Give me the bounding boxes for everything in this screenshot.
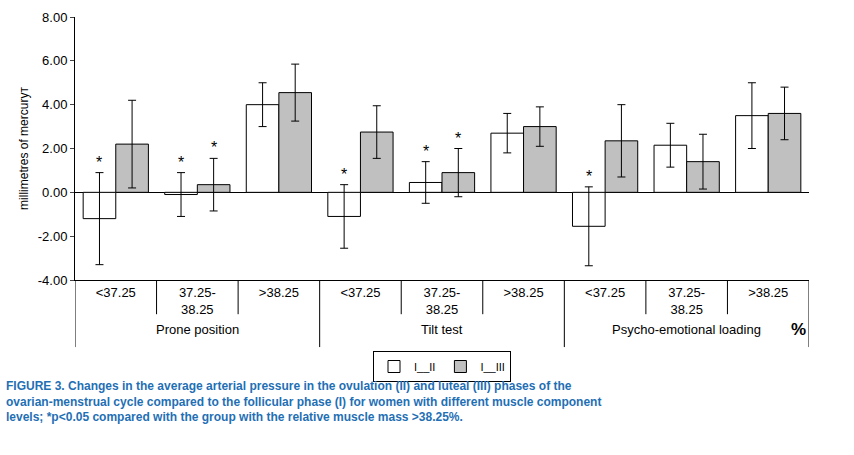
svg-text:FIGURE 3. Changes in the avera: FIGURE 3. Changes in the average arteria… bbox=[6, 379, 601, 424]
svg-text:*: * bbox=[586, 168, 592, 185]
svg-text:6.00: 6.00 bbox=[42, 53, 67, 68]
svg-text:>38.25: >38.25 bbox=[503, 285, 543, 300]
svg-text:37.25-38.25: 37.25-38.25 bbox=[179, 285, 216, 317]
svg-text:*: * bbox=[455, 130, 461, 147]
svg-text:*: * bbox=[211, 139, 217, 156]
svg-text:>38.25: >38.25 bbox=[259, 285, 299, 300]
svg-text:37.25-38.25: 37.25-38.25 bbox=[668, 285, 705, 317]
svg-text:>38.25: >38.25 bbox=[748, 285, 788, 300]
svg-text:0.00: 0.00 bbox=[42, 185, 67, 200]
svg-text:<37.25: <37.25 bbox=[96, 285, 136, 300]
svg-text:millimetres of mercuryт: millimetres of mercuryт bbox=[17, 87, 31, 210]
svg-text:*: * bbox=[341, 166, 347, 183]
svg-text:*: * bbox=[423, 143, 429, 160]
svg-text:*: * bbox=[178, 154, 184, 171]
svg-text:Tilt test: Tilt test bbox=[421, 322, 463, 337]
svg-text:<37.25: <37.25 bbox=[585, 285, 625, 300]
svg-text:-4.00: -4.00 bbox=[38, 273, 68, 288]
svg-text:I__III: I__III bbox=[480, 361, 504, 373]
svg-text:<37.25: <37.25 bbox=[340, 285, 380, 300]
svg-text:8.00: 8.00 bbox=[42, 10, 67, 25]
svg-text:%: % bbox=[791, 320, 806, 339]
svg-text:I__II: I__II bbox=[414, 361, 435, 373]
svg-text:-2.00: -2.00 bbox=[38, 229, 68, 244]
svg-text:Prone position: Prone position bbox=[156, 322, 239, 337]
svg-text:37.25-38.25: 37.25-38.25 bbox=[424, 285, 461, 317]
svg-text:4.00: 4.00 bbox=[42, 97, 67, 112]
svg-text:Psycho-emotional loading: Psycho-emotional loading bbox=[612, 322, 761, 337]
svg-text:*: * bbox=[96, 154, 102, 171]
svg-text:2.00: 2.00 bbox=[42, 141, 67, 156]
